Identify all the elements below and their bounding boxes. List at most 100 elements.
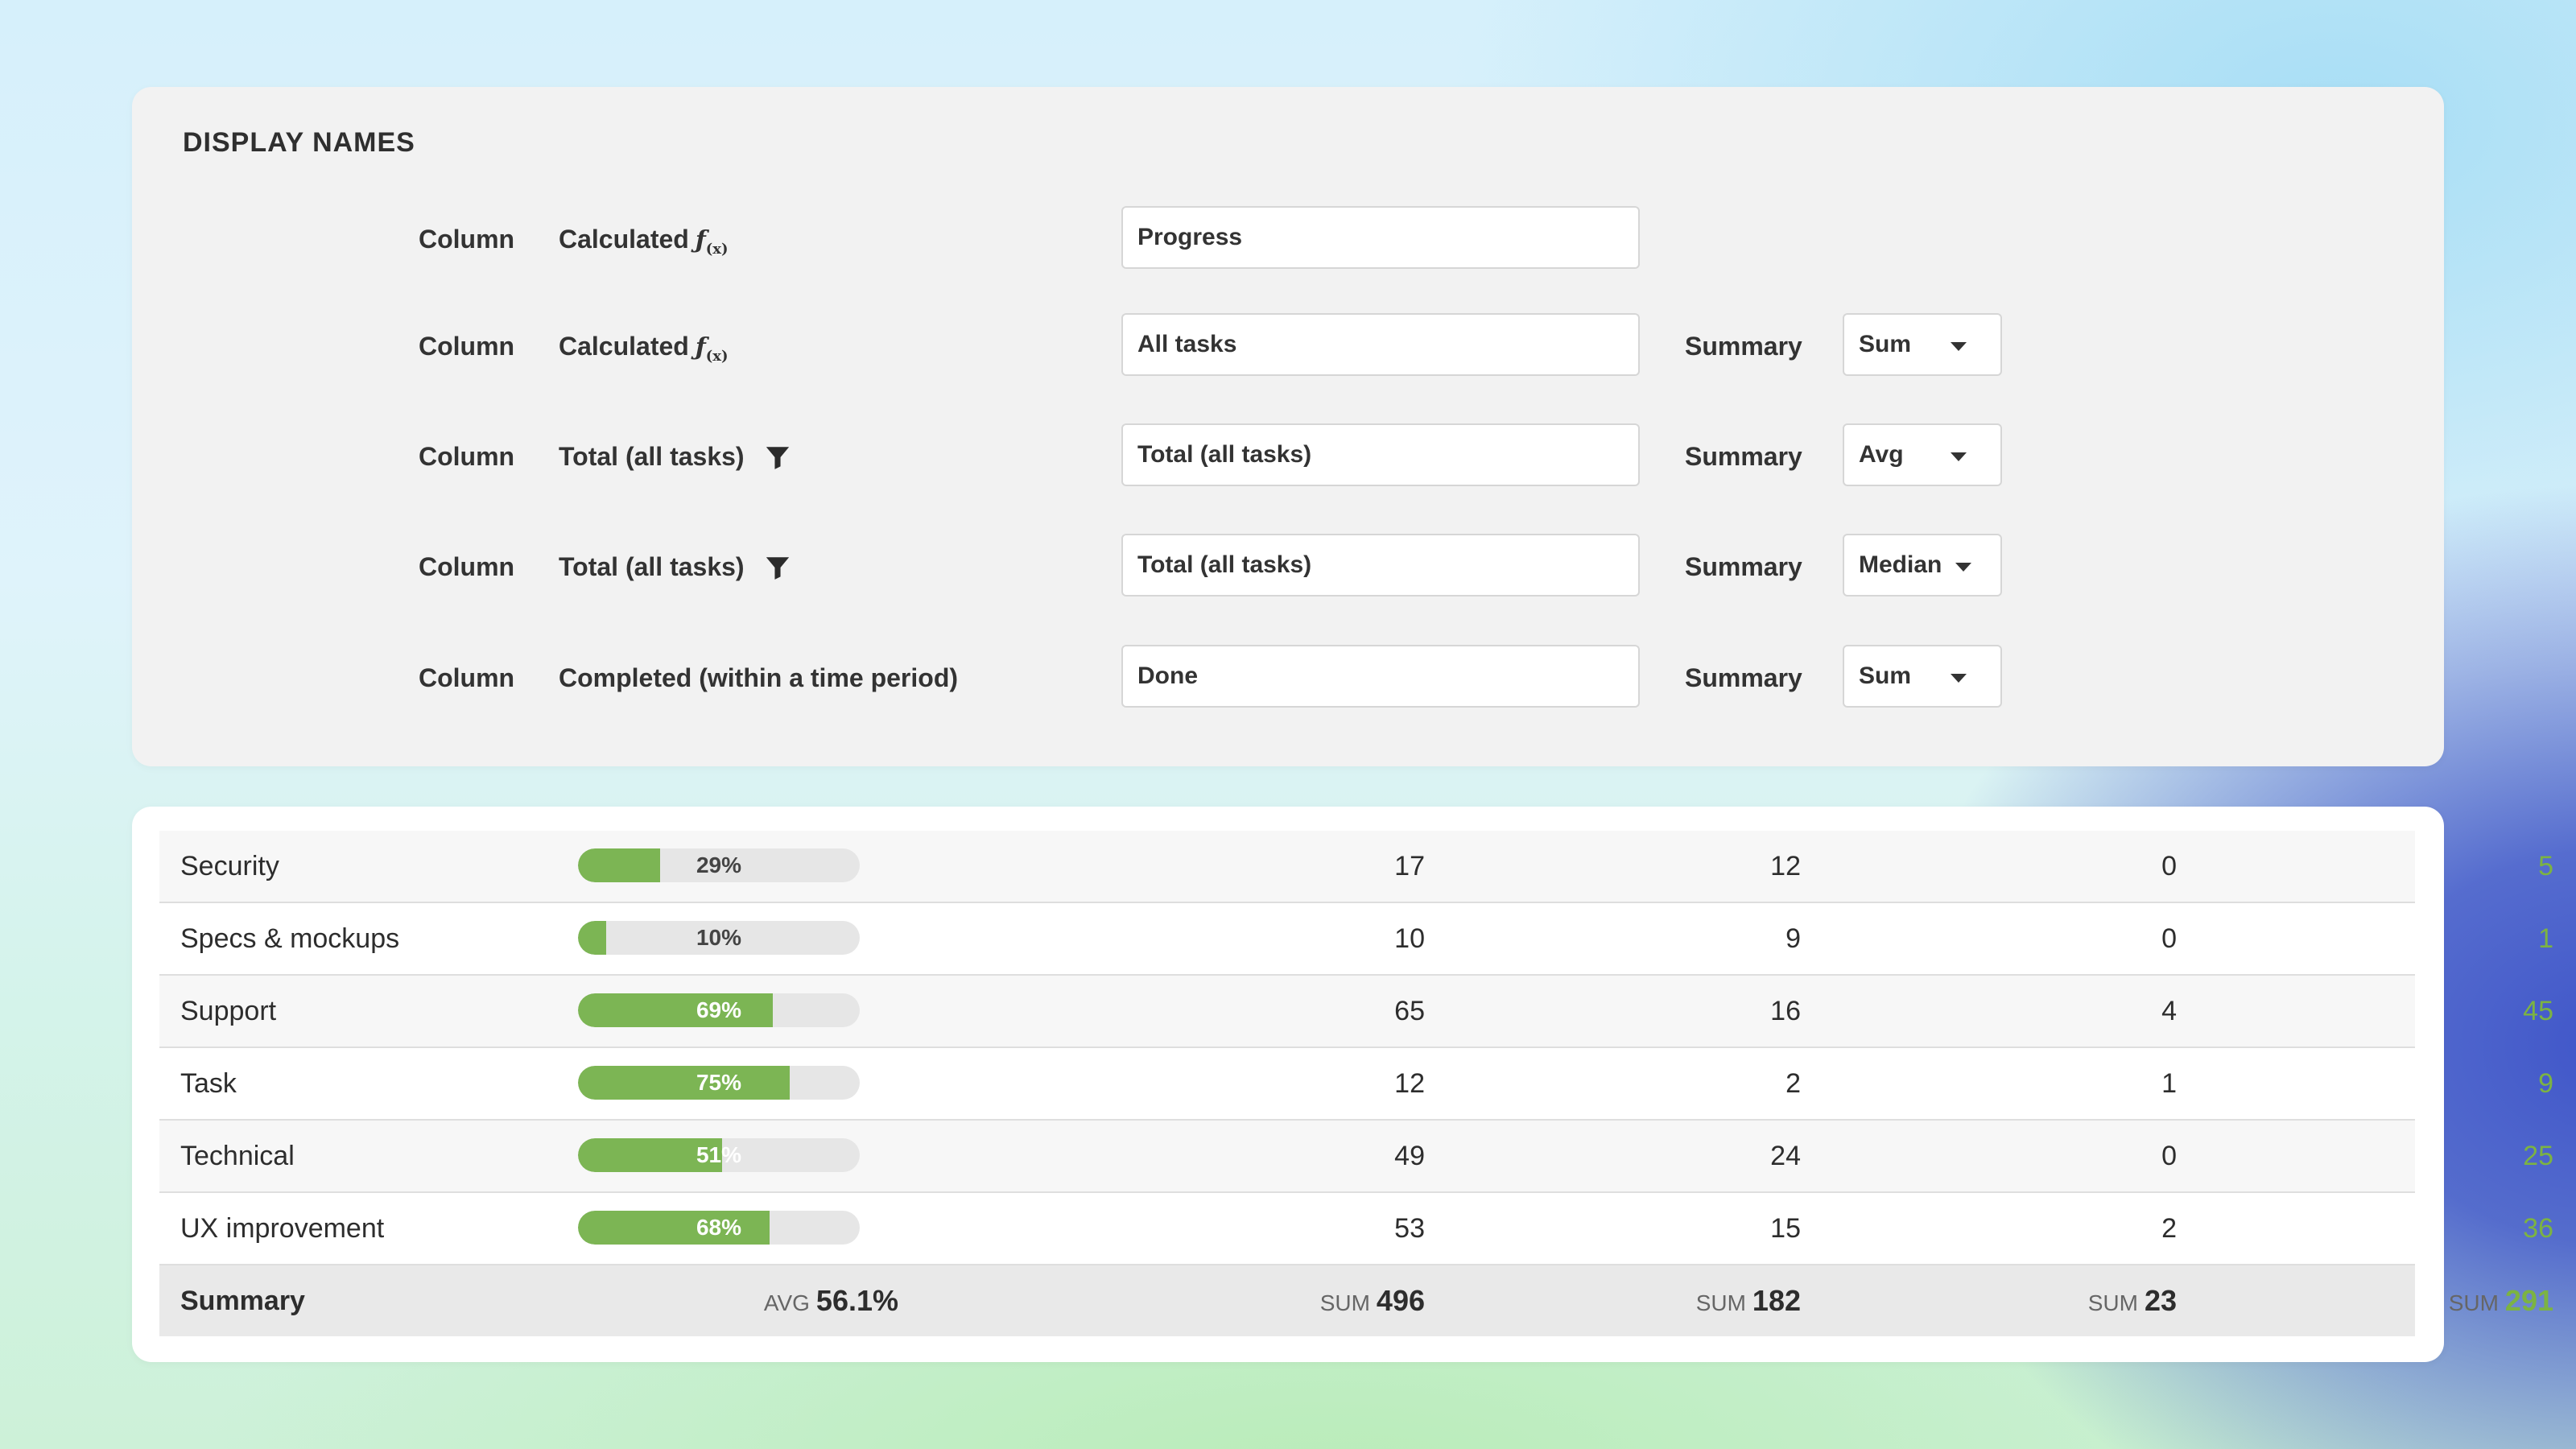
summary-label: Summary	[1685, 332, 1802, 361]
progress-bar: 51%	[578, 1138, 860, 1172]
cell-col4: 25	[2523, 1141, 2553, 1171]
summary-label: Summary	[1685, 442, 1802, 471]
column-source: Calculated ƒ(x)	[559, 332, 729, 365]
cell-col4: 45	[2523, 996, 2553, 1026]
cell-col3: 0	[2161, 923, 2177, 954]
cell-col1: 12	[1394, 1068, 1425, 1099]
filter-icon	[766, 556, 789, 580]
progress-label: 68%	[696, 1215, 742, 1240]
fx-icon: ƒ(x)	[695, 333, 729, 365]
cell-col1: 10	[1394, 923, 1425, 954]
summary-row-label: Summary	[180, 1286, 305, 1316]
table-row[interactable]: Task 75% 12 2 1 9	[159, 1048, 2553, 1121]
table-row[interactable]: Specs & mockups 10% 10 9 0 1	[159, 903, 2553, 976]
row-name: Task	[180, 1068, 237, 1099]
progress-bar: 68%	[578, 1211, 860, 1245]
summary-select-value: Sum	[1859, 331, 1912, 357]
cell-col4: 1	[2538, 923, 2553, 954]
summary-row: Summary AVG 56.1% SUM 496 SUM 182 SUM 23 SUM…	[159, 1265, 2553, 1336]
cell-col2: 2	[1785, 1068, 1801, 1099]
row-name: Technical	[180, 1141, 295, 1171]
display-name-row: Column Calculated ƒ(x) Progress	[132, 206, 2444, 272]
progress-bar-fill	[578, 848, 660, 882]
table-row[interactable]: UX improvement 68% 53 15 2 36	[159, 1193, 2553, 1265]
progress-label: 51%	[696, 1142, 742, 1167]
cell-col3: 0	[2161, 1141, 2177, 1171]
section-title: DISPLAY NAMES	[183, 127, 415, 158]
column-source: Calculated ƒ(x)	[559, 225, 729, 258]
column-source: Completed (within a time period)	[559, 663, 959, 692]
table-row[interactable]: Support 69% 65 16 4 45	[159, 976, 2553, 1048]
column-label: Column	[419, 442, 515, 471]
chevron-down-icon	[1955, 563, 1971, 572]
column-label: Column	[419, 225, 515, 254]
display-name-input[interactable]: Total (all tasks)	[1121, 534, 1640, 597]
progress-bar: 29%	[578, 848, 860, 882]
display-names-panel: DISPLAY NAMES Column Calculated ƒ(x) Prog…	[132, 87, 2444, 766]
chevron-down-icon	[1951, 674, 1967, 683]
row-name: Support	[180, 996, 277, 1026]
summary-col4: SUM 291	[2448, 1284, 2553, 1317]
summary-col1: SUM 496	[1319, 1284, 1425, 1317]
cell-col1: 17	[1394, 851, 1425, 881]
cell-col4: 5	[2538, 851, 2553, 881]
fx-icon: ƒ(x)	[695, 226, 729, 258]
progress-label: 75%	[696, 1070, 742, 1095]
cell-col1: 49	[1394, 1141, 1425, 1171]
summary-select-value: Sum	[1859, 663, 1912, 689]
cell-col2: 15	[1770, 1213, 1801, 1244]
display-name-input[interactable]: Progress	[1121, 206, 1640, 269]
row-name: UX improvement	[180, 1213, 385, 1244]
row-name: Security	[180, 851, 279, 881]
summary-label: Summary	[1685, 552, 1802, 581]
cell-col4: 36	[2523, 1213, 2553, 1244]
progress-bar-fill	[578, 921, 606, 955]
column-source: Total (all tasks)	[559, 534, 791, 600]
cell-col2: 9	[1785, 923, 1801, 954]
column-label: Column	[419, 332, 515, 361]
cell-col4: 9	[2538, 1068, 2553, 1099]
display-name-input[interactable]: Total (all tasks)	[1121, 423, 1640, 486]
cell-col2: 12	[1770, 851, 1801, 881]
display-name-input[interactable]: All tasks	[1121, 313, 1640, 376]
display-name-row: Column Total (all tasks) Total (all task…	[132, 423, 2444, 489]
cell-col2: 24	[1770, 1141, 1801, 1171]
progress-label: 10%	[696, 925, 742, 950]
cell-col1: 53	[1394, 1213, 1425, 1244]
table-row[interactable]: Technical 51% 49 24 0 25	[159, 1121, 2553, 1193]
summary-select-value: Median	[1859, 551, 1942, 578]
progress-label: 29%	[696, 852, 742, 877]
summary-select-value: Avg	[1859, 441, 1904, 468]
column-source: Total (all tasks)	[559, 423, 791, 489]
summary-col3: SUM 23	[2087, 1284, 2177, 1317]
summary-select[interactable]: Sum	[1843, 645, 2002, 708]
cell-col3: 2	[2161, 1213, 2177, 1244]
cell-col2: 16	[1770, 996, 1801, 1026]
progress-bar-fill	[578, 1211, 770, 1245]
preview-table: Security 29% 17 12 0 5 Specs & mockups 10% 10 9 0 1…	[132, 807, 2553, 1362]
table-row[interactable]: Security 29% 17 12 0 5	[159, 831, 2553, 903]
chevron-down-icon	[1951, 452, 1967, 461]
cell-col3: 4	[2161, 996, 2177, 1026]
progress-bar-fill	[578, 1138, 722, 1172]
summary-col2: SUM 182	[1695, 1284, 1801, 1317]
summary-label: Summary	[1685, 663, 1802, 692]
filter-icon	[766, 446, 789, 469]
progress-bar: 69%	[578, 993, 860, 1027]
display-name-row: Column Calculated ƒ(x) All tasks Summary …	[132, 313, 2444, 379]
chevron-down-icon	[1951, 342, 1967, 351]
summary-select[interactable]: Median	[1843, 534, 2002, 597]
cell-col3: 0	[2161, 851, 2177, 881]
progress-bar-fill	[578, 993, 773, 1027]
display-name-row: Column Completed (within a time period) …	[132, 645, 2444, 711]
display-name-row: Column Total (all tasks) Total (all task…	[132, 534, 2444, 600]
cell-col3: 1	[2161, 1068, 2177, 1099]
row-name: Specs & mockups	[180, 923, 400, 954]
column-label: Column	[419, 552, 515, 581]
summary-progress: AVG 56.1%	[763, 1284, 898, 1317]
progress-bar: 10%	[578, 921, 860, 955]
summary-select[interactable]: Avg	[1843, 423, 2002, 486]
summary-select[interactable]: Sum	[1843, 313, 2002, 376]
progress-bar: 75%	[578, 1066, 860, 1100]
display-name-input[interactable]: Done	[1121, 645, 1640, 708]
